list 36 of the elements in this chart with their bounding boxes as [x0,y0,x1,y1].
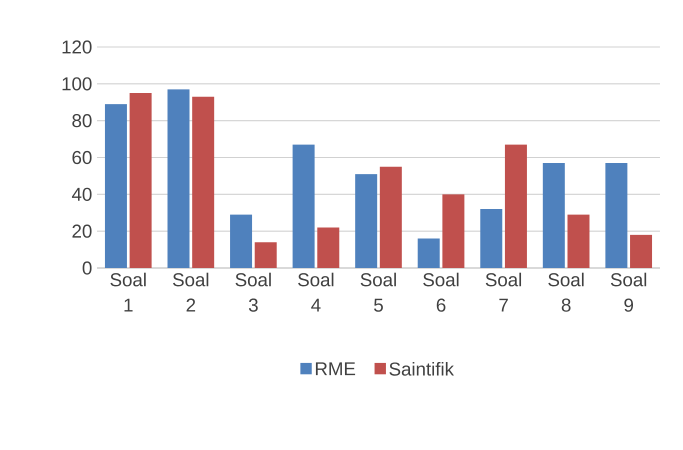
bar [542,163,565,268]
bar [380,166,402,268]
y-tick-label: 20 [72,224,92,238]
x-tick-label: Soal 2 [173,272,208,312]
x-tick-label: Soal 7 [486,272,522,312]
bar [230,214,252,268]
x-tick-label: Soal 4 [298,272,334,312]
x-tick-label: Soal 6 [423,272,458,312]
bar [480,209,502,268]
x-tick-label: Soal 9 [610,272,646,312]
bar [317,227,340,268]
y-tick-label: 0 [82,261,92,275]
bar [567,214,590,268]
bar [442,194,464,268]
y-tick-label: 120 [62,40,92,54]
bar [192,96,214,268]
legend-label: RME [316,362,356,376]
bar [605,163,628,268]
legend-label: Saintifik [389,362,454,376]
x-tick-label: Soal 1 [110,272,146,312]
bar [130,93,152,268]
bar [168,89,190,268]
x-tick-label: Soal 8 [548,272,584,312]
bar [418,238,440,268]
y-tick-label: 80 [72,114,92,128]
bar [355,174,378,268]
bar [630,234,652,268]
bar [254,242,277,268]
bar [104,104,127,268]
bar [292,144,315,268]
y-tick-label: 100 [62,77,92,90]
x-tick-label: Soal 5 [360,272,396,312]
x-tick-label: Soal 3 [236,272,271,312]
y-tick-label: 60 [72,150,92,164]
y-tick-label: 40 [72,188,92,201]
bar [504,144,527,268]
